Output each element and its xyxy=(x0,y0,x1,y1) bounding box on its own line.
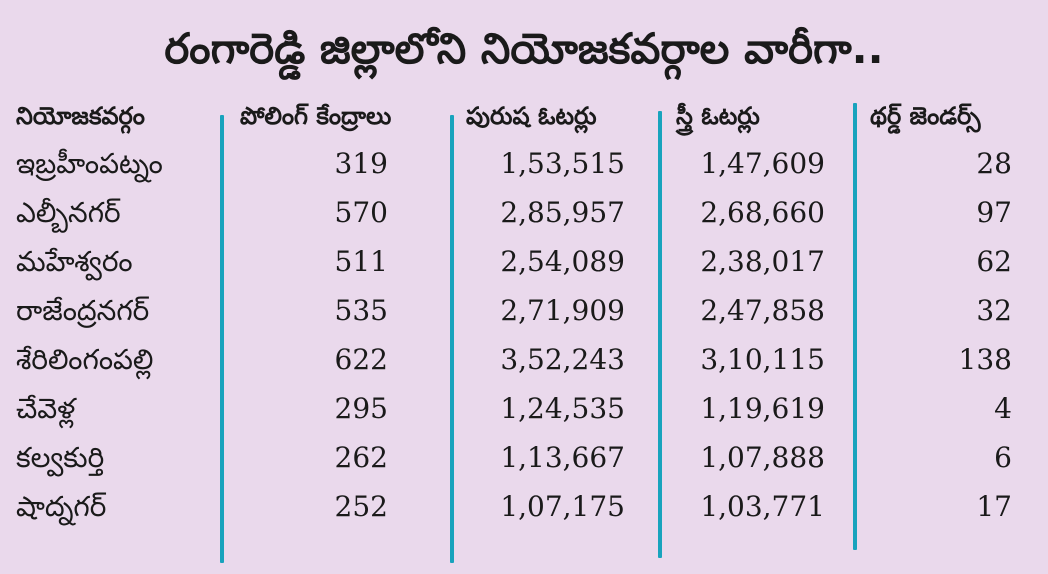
column-divider xyxy=(658,111,662,558)
male-voters-value: 3,52,243 xyxy=(500,343,625,376)
polling-centres-value: 535 xyxy=(334,294,388,327)
polling-centres-value: 570 xyxy=(334,196,388,229)
constituency-name: ఇబ్రహీంపట్నం xyxy=(16,147,163,180)
table-row: చేవెళ్ల 295 1,24,535 1,19,619 4 xyxy=(0,384,1048,433)
polling-centres-value: 295 xyxy=(334,392,388,425)
third-gender-value: 6 xyxy=(994,441,1012,474)
polling-centres-value: 262 xyxy=(334,441,388,474)
table-row: ఇబ్రహీంపట్నం 319 1,53,515 1,47,609 28 xyxy=(0,139,1048,188)
table-row: శేరిలింగంపల్లి 622 3,52,243 3,10,115 138 xyxy=(0,335,1048,384)
third-gender-value: 138 xyxy=(958,343,1012,376)
third-gender-value: 17 xyxy=(976,490,1012,523)
table-row: షాద్నగర్ 252 1,07,175 1,03,771 17 xyxy=(0,482,1048,531)
male-voters-value: 2,54,089 xyxy=(500,245,625,278)
male-voters-value: 2,71,909 xyxy=(500,294,625,327)
male-voters-value: 2,85,957 xyxy=(500,196,625,229)
polling-centres-value: 252 xyxy=(334,490,388,523)
third-gender-value: 62 xyxy=(976,245,1012,278)
constituency-name: చేవెళ్ల xyxy=(16,392,76,425)
female-voters-value: 1,03,771 xyxy=(700,490,825,523)
third-gender-value: 28 xyxy=(976,147,1012,180)
third-gender-value: 4 xyxy=(994,392,1012,425)
table-row: రాజేంద్రనగర్ 535 2,71,909 2,47,858 32 xyxy=(0,286,1048,335)
table-row: కల్వకుర్తి 262 1,13,667 1,07,888 6 xyxy=(0,433,1048,482)
column-divider xyxy=(450,115,454,563)
column-divider xyxy=(220,115,224,563)
constituency-name: రాజేంద్రనగర్ xyxy=(16,294,150,327)
constituency-name: ఎల్బీనగర్ xyxy=(16,196,121,229)
female-voters-value: 2,38,017 xyxy=(700,245,825,278)
male-voters-value: 1,53,515 xyxy=(500,147,625,180)
constituency-name: కల్వకుర్తి xyxy=(16,441,105,474)
header-male-voters: పురుష ఓటర్లు xyxy=(466,102,597,130)
polling-centres-value: 622 xyxy=(334,343,388,376)
polling-centres-value: 319 xyxy=(334,147,388,180)
male-voters-value: 1,13,667 xyxy=(500,441,625,474)
page-title: రంగారెడ్డి జిల్లాలోని నియోజకవర్గాల వారీగ… xyxy=(164,24,884,73)
header-third-gender: థర్డ్ జెండర్స్ xyxy=(870,102,981,130)
constituency-name: షాద్నగర్ xyxy=(16,490,107,523)
table-row: ఎల్బీనగర్ 570 2,85,957 2,68,660 97 xyxy=(0,188,1048,237)
column-divider xyxy=(853,103,857,550)
header-female-voters: స్త్రీ ఓటర్లు xyxy=(676,102,760,130)
constituency-name: మహేశ్వరం xyxy=(16,245,133,278)
table-row: మహేశ్వరం 511 2,54,089 2,38,017 62 xyxy=(0,237,1048,286)
female-voters-value: 3,10,115 xyxy=(700,343,825,376)
male-voters-value: 1,24,535 xyxy=(500,392,625,425)
female-voters-value: 2,47,858 xyxy=(700,294,825,327)
constituency-name: శేరిలింగంపల్లి xyxy=(16,343,154,376)
polling-centres-value: 511 xyxy=(334,245,388,278)
third-gender-value: 97 xyxy=(976,196,1012,229)
third-gender-value: 32 xyxy=(976,294,1012,327)
female-voters-value: 1,19,619 xyxy=(700,392,825,425)
female-voters-value: 2,68,660 xyxy=(700,196,825,229)
female-voters-value: 1,07,888 xyxy=(700,441,825,474)
header-constituency: నియోజకవర్గం xyxy=(16,102,145,130)
female-voters-value: 1,47,609 xyxy=(700,147,825,180)
male-voters-value: 1,07,175 xyxy=(500,490,625,523)
header-polling-centres: పోలింగ్ కేంద్రాలు xyxy=(240,102,392,130)
